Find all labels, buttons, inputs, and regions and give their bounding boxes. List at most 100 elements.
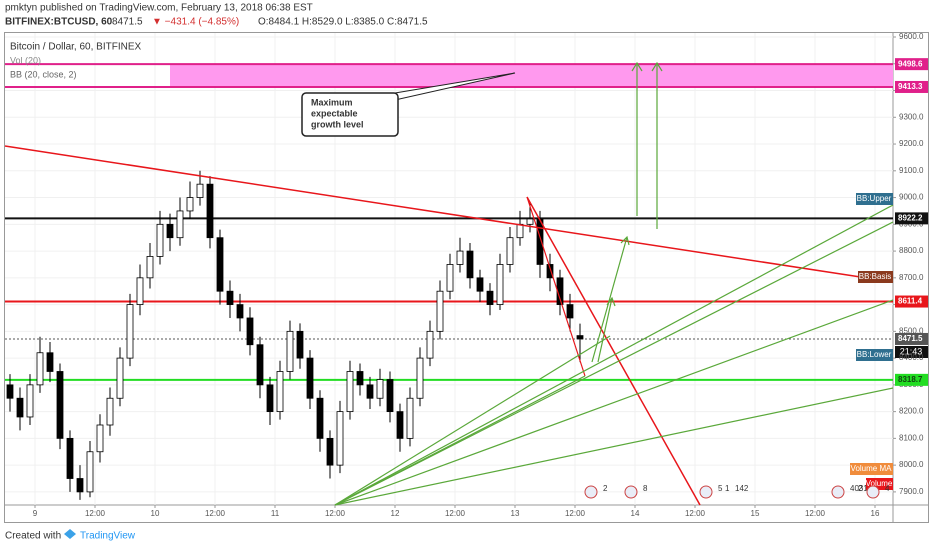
event-count: 2	[603, 484, 608, 493]
candle-body	[296, 330, 304, 359]
y-tick-label: 8000.0	[899, 460, 924, 469]
candle-body	[16, 397, 24, 418]
arrow	[597, 296, 616, 363]
candle-body	[196, 183, 204, 198]
y-tick-label: 9200.0	[899, 139, 924, 148]
y-tick-label: 9300.0	[899, 112, 924, 121]
x-tick-label: 12:00	[445, 509, 466, 518]
candle-body	[476, 277, 484, 292]
level-label: 8611.4	[898, 297, 923, 306]
candle-body	[376, 379, 384, 399]
event-icon	[624, 485, 638, 499]
plot	[5, 33, 896, 508]
candle-body	[156, 223, 164, 257]
candle-body	[276, 371, 284, 413]
x-tick-label: 13	[511, 509, 520, 518]
candle-body	[526, 218, 534, 225]
candle-body	[306, 357, 314, 399]
event-icon	[866, 485, 880, 499]
candle-body	[116, 357, 124, 399]
candle-body	[346, 371, 354, 413]
candle-body	[506, 237, 514, 265]
candle-body	[326, 437, 334, 466]
callout-text: expectable	[311, 108, 358, 118]
bb-badge	[856, 193, 893, 205]
candle-body	[206, 183, 214, 239]
candle-body	[406, 397, 414, 439]
candle-body	[426, 330, 434, 359]
level-label: 9413.3	[898, 82, 923, 91]
fan-line	[334, 299, 894, 506]
y-tick-label: 8500.0	[899, 326, 924, 335]
fan-line	[334, 375, 586, 506]
ohlc: O:8484.1 H:8529.0 L:8385.0 C:8471.5	[258, 17, 428, 28]
candle-body	[136, 277, 144, 305]
y-tick-label: 9100.0	[899, 166, 924, 175]
event-count: 5	[718, 484, 723, 493]
candle-body	[416, 357, 424, 399]
y-tick-label: 8400.0	[899, 353, 924, 362]
event-icon	[699, 485, 713, 499]
event-count: 2	[858, 484, 863, 493]
x-tick-label: 9	[33, 509, 38, 518]
trend-line	[526, 196, 701, 506]
candle-body	[446, 264, 454, 292]
indicator: BB (20, close, 2)	[10, 69, 77, 79]
candle-body	[256, 344, 264, 386]
bb-label: BB:Basis	[859, 272, 891, 281]
volume-badge	[850, 463, 893, 475]
chart-title: Bitcoin / Dollar, 60, BITFINEX	[10, 42, 141, 53]
candle-body	[86, 451, 94, 493]
candle-body	[26, 384, 34, 418]
candle-body	[126, 304, 134, 359]
x-tick-label: 12:00	[85, 509, 106, 518]
footer-text: Created with	[5, 531, 61, 542]
x-tick-label: 12:00	[805, 509, 826, 518]
time-badge-label: 21:43	[900, 346, 923, 356]
bb-label: BB:Upper	[857, 194, 892, 203]
target-band	[170, 64, 893, 87]
candle-body	[186, 197, 194, 212]
candle-body	[456, 250, 464, 265]
candle-body	[316, 397, 324, 439]
x-tick-label: 11	[271, 509, 280, 518]
event-count: 1	[725, 484, 730, 493]
candle-body	[516, 223, 524, 239]
arrow	[631, 61, 643, 216]
level-label: 8318.7	[898, 375, 923, 384]
level-label: 9498.6	[898, 59, 923, 68]
candle-body	[246, 317, 254, 346]
bb-label: BB:Lower	[857, 350, 892, 359]
candle-body	[266, 384, 274, 413]
x-tick-label: 12:00	[325, 509, 346, 518]
candle-body	[546, 264, 554, 279]
level-label: 8922.2	[898, 213, 923, 222]
candle-body	[76, 478, 84, 493]
candle-body	[36, 352, 44, 386]
x-tick-label: 12:00	[565, 509, 586, 518]
candle-body	[436, 290, 444, 332]
candle-body	[486, 290, 494, 305]
candle-body	[146, 256, 154, 279]
y-tick-label: 9600.0	[899, 32, 924, 41]
level-badge	[895, 58, 928, 71]
x-tick-label: 15	[751, 509, 760, 518]
x-tick-label: 12:00	[205, 509, 226, 518]
last: 8471.5	[112, 17, 143, 28]
indicator: Vol (20)	[10, 55, 41, 65]
trend-line	[526, 196, 586, 377]
x-tick-label: 12:00	[685, 509, 706, 518]
candle-body	[216, 237, 224, 292]
volume-label: Volume MA	[851, 464, 893, 473]
volume-label: Volume	[866, 479, 893, 488]
change: ▼ −431.4 (−4.85%)	[152, 17, 239, 28]
candle-body	[66, 437, 74, 479]
drawings: Maximum expectable growth level	[4, 61, 894, 506]
bb-badge	[856, 349, 893, 361]
time-badge	[895, 346, 928, 358]
candle-body	[286, 330, 294, 372]
y-tick-label: 8800.0	[899, 246, 924, 255]
level-label: 8471.5	[898, 334, 923, 343]
candle-body	[236, 304, 244, 319]
